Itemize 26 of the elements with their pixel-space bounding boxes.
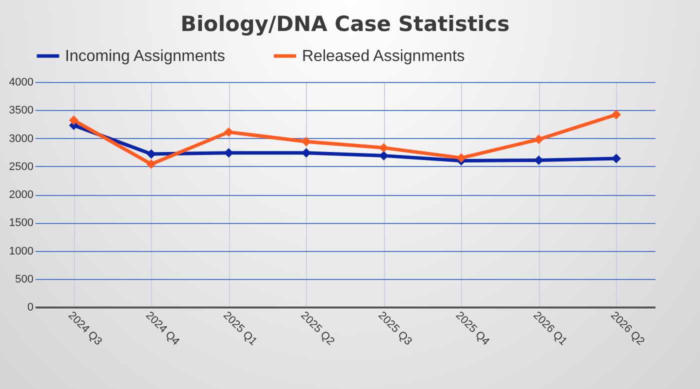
legend-label: Incoming Assignments: [65, 48, 226, 65]
legend-label: Released Assignments: [302, 48, 465, 65]
point: [379, 150, 388, 160]
y-tick-label: 2500: [9, 160, 34, 173]
point: [146, 149, 156, 159]
y-tick-label: 4000: [9, 76, 34, 88]
point: [456, 153, 466, 163]
point: [612, 110, 621, 120]
point: [224, 148, 234, 158]
point: [534, 134, 544, 144]
point: [379, 143, 388, 153]
point: [534, 155, 544, 165]
point: [302, 136, 311, 146]
point: [224, 127, 234, 137]
point: [146, 159, 156, 169]
y-tick-label: 1000: [9, 245, 34, 258]
y-tick-label: 3500: [9, 104, 34, 117]
y-tick-label: 500: [15, 273, 34, 286]
point: [69, 116, 78, 125]
point: [612, 154, 621, 164]
y-tick-label: 3000: [9, 132, 34, 145]
chart-title: Biology/DNA Case Statistics: [180, 12, 510, 36]
y-tick-label: 0: [27, 302, 34, 314]
point: [302, 148, 311, 158]
y-tick-label: 2000: [9, 189, 34, 201]
y-tick-label: 1500: [9, 217, 34, 230]
